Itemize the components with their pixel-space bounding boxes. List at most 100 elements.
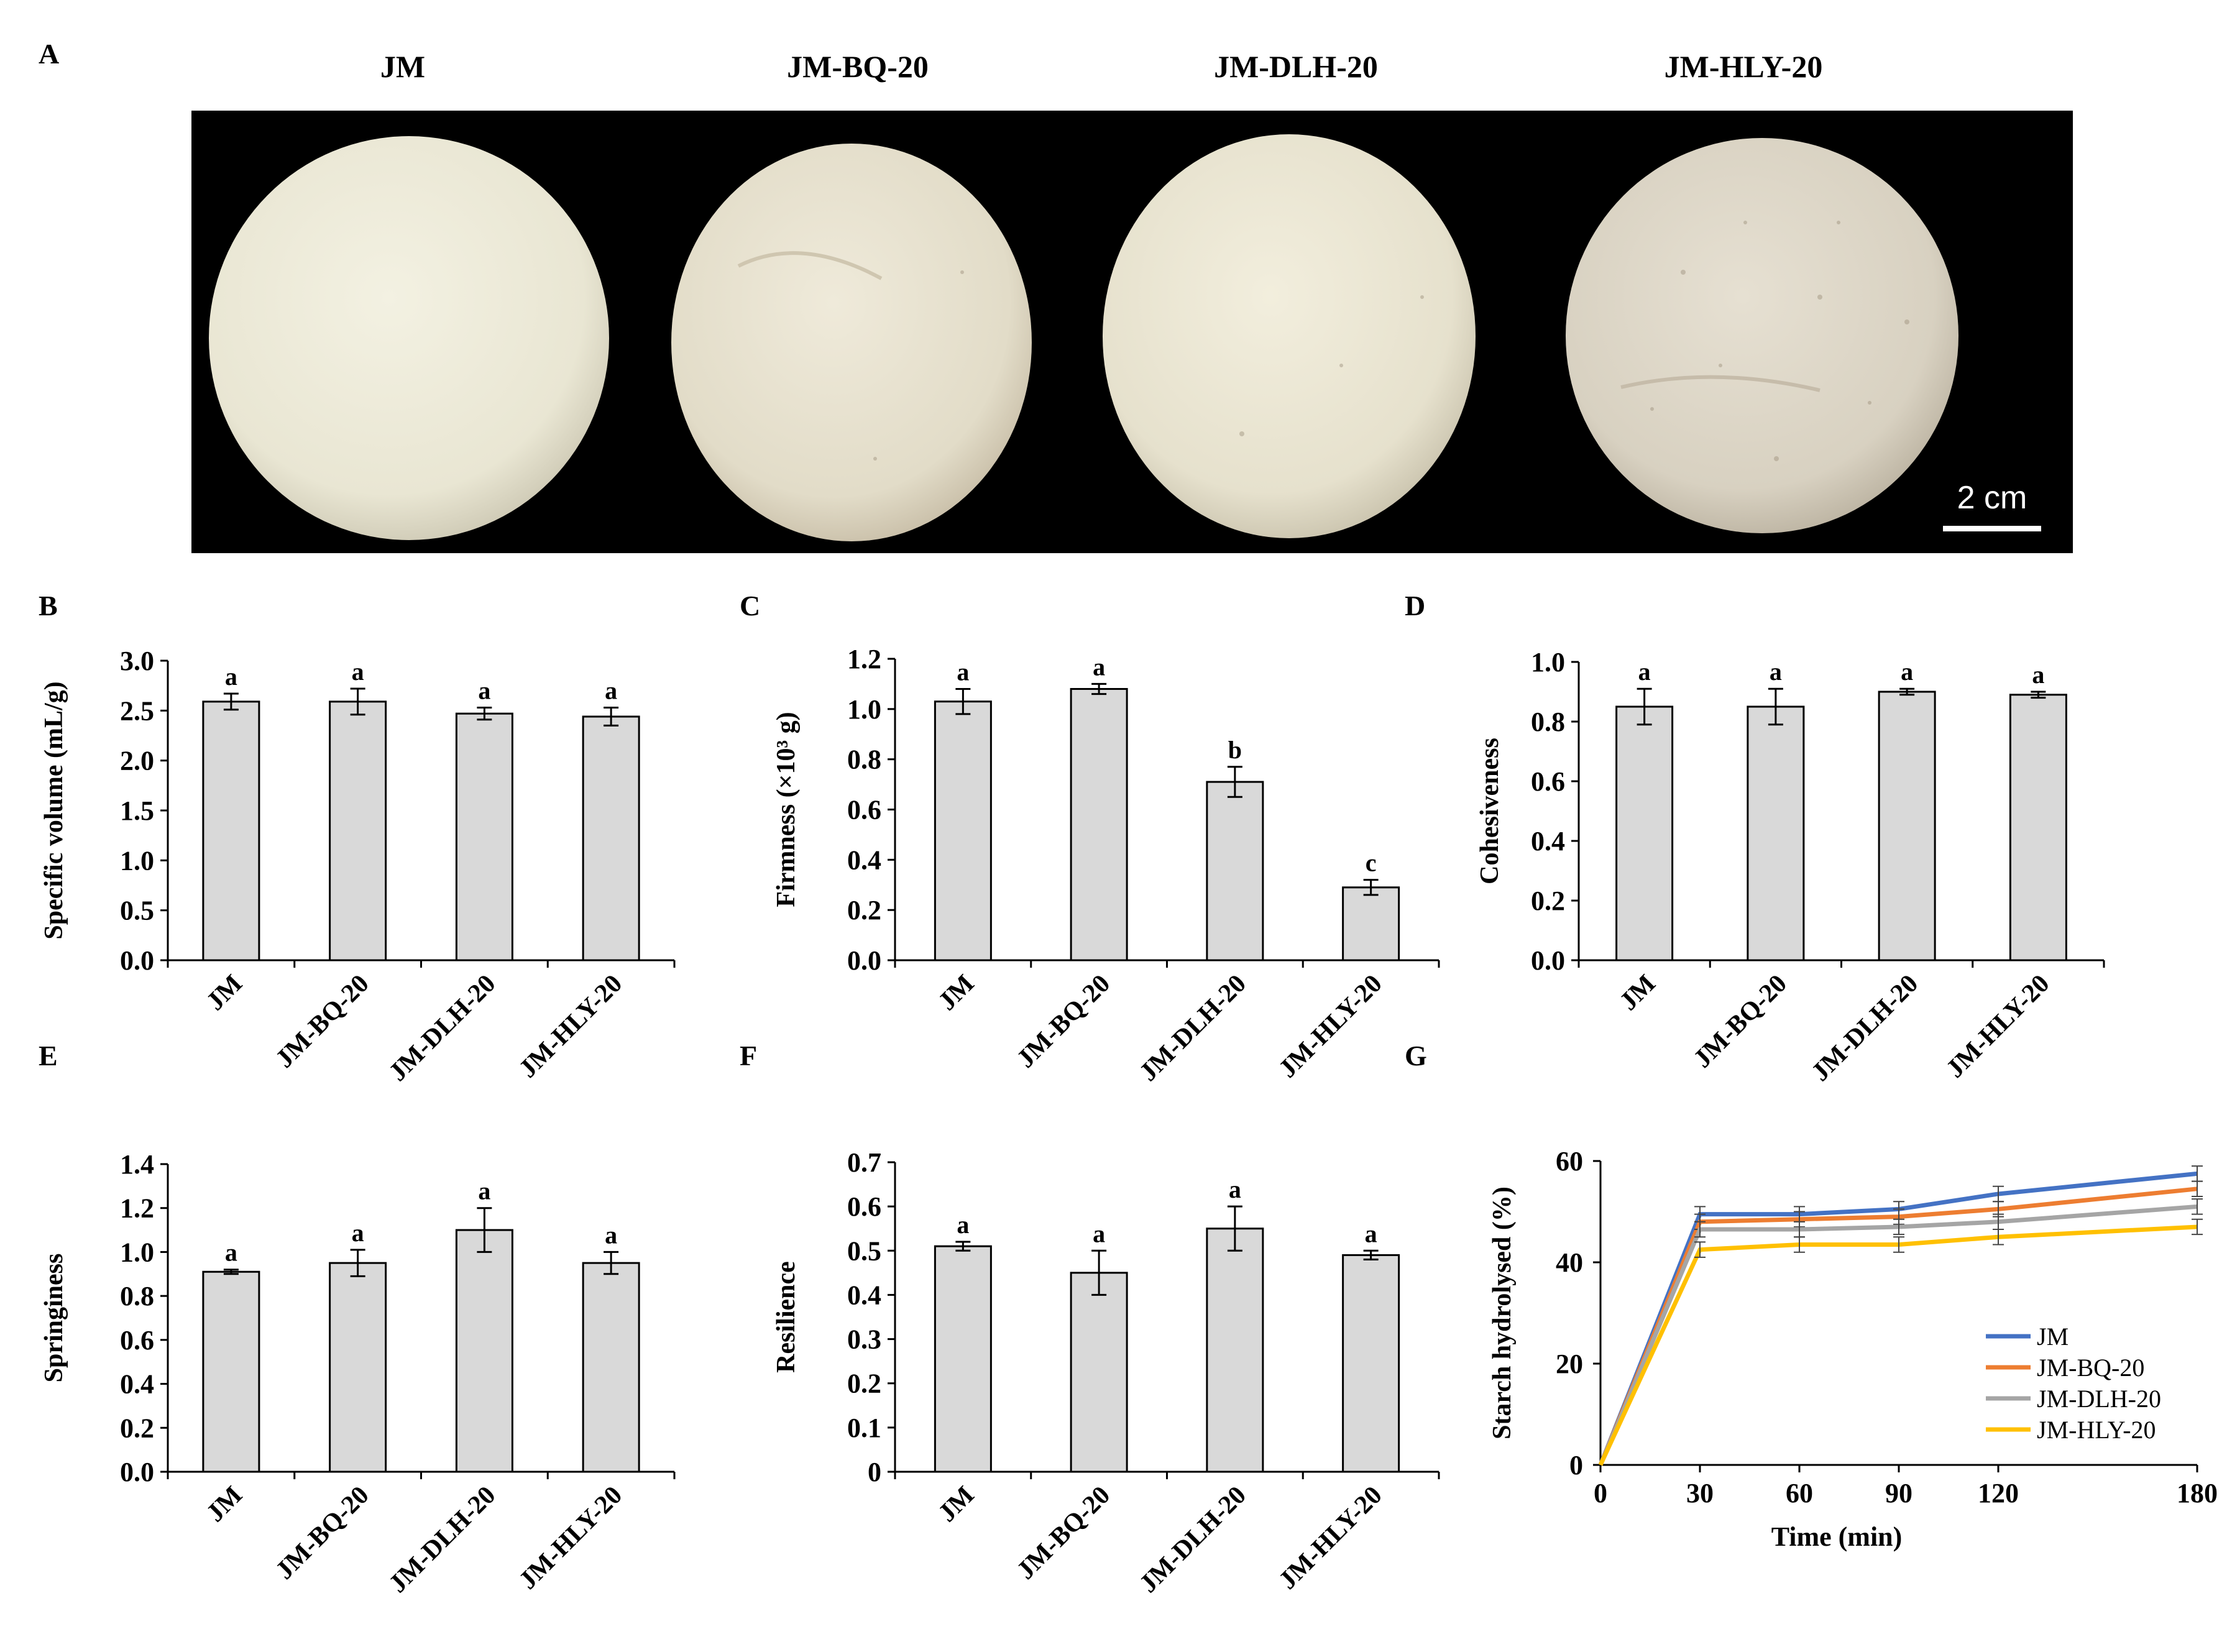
bar (1747, 705, 1805, 961)
y-tick-label: 0.8 (120, 1281, 154, 1311)
x-tick-label: JM-BQ-20 (1011, 1481, 1116, 1585)
y-tick-label: 0.5 (847, 1236, 881, 1266)
bun-jm-bq-20 (671, 144, 1032, 541)
bar (1878, 691, 1936, 961)
y-tick-label: 40 (1556, 1247, 1583, 1278)
significance-letter: a (225, 1239, 237, 1267)
y-tick-label: 0.6 (847, 1191, 881, 1222)
bun-speckles (873, 221, 1909, 461)
bun-jm (209, 136, 609, 540)
x-tick-label: JM-DLH-20 (1134, 970, 1252, 1087)
x-tick-label: JM-DLH-20 (1806, 970, 1924, 1087)
bar (934, 700, 992, 961)
significance-letter: a (352, 1219, 364, 1247)
chart-panel-g: 0 20 40 60 0 30 60 90 120 180 Time (min) Starch hyd… (1488, 1146, 2218, 1552)
x-axis-label: Time (min) (1771, 1521, 1903, 1552)
significance-letter: b (1228, 736, 1242, 764)
significance-letter: a (1638, 658, 1651, 686)
y-tick-label: 1.2 (120, 1193, 154, 1224)
panel-letter-g: G (1405, 1040, 1427, 1072)
x-tick-label: JM (201, 970, 248, 1016)
significance-letter: a (2032, 661, 2044, 689)
y-tick-label: 2.0 (120, 746, 154, 776)
y-tick-label: 1.0 (120, 1237, 154, 1267)
y-tick-label: 60 (1556, 1146, 1583, 1177)
bun-wrinkle (737, 251, 883, 280)
y-tick-label: 1.0 (120, 845, 154, 876)
significance-letter: a (957, 658, 969, 686)
significance-letter: a (1229, 1175, 1241, 1203)
y-tick-label: 0 (868, 1457, 881, 1487)
y-tick-label: 0.2 (120, 1413, 154, 1443)
series-line (1598, 1171, 2198, 1466)
y-tick-label: 0.2 (847, 1369, 881, 1399)
x-tick-label: 120 (1978, 1478, 2019, 1508)
significance-letter: a (1093, 653, 1105, 681)
x-tick-label: 60 (1786, 1478, 1813, 1508)
significance-letter: a (1901, 658, 1913, 686)
y-tick-label: 0.4 (1531, 826, 1565, 856)
y-tick-label: 0.5 (120, 896, 154, 926)
panel-letter-d: D (1405, 590, 1426, 622)
bar (202, 700, 260, 961)
y-tick-label: 1.0 (847, 694, 881, 725)
y-tick-label: 0.6 (1531, 766, 1565, 797)
panel-letter-f: F (740, 1040, 758, 1072)
bar (455, 1229, 513, 1473)
y-tick-label: 0.2 (1531, 886, 1565, 916)
series-line (1598, 1224, 2198, 1466)
x-tick-label: JM-HLY-20 (1274, 1481, 1388, 1595)
significance-letter: a (352, 658, 364, 686)
y-tick-label: 1.0 (1531, 647, 1565, 677)
y-tick-label: 1.5 (120, 796, 154, 826)
y-tick-label: 0.1 (847, 1413, 881, 1443)
y-axis-label: Resilience (772, 1261, 801, 1373)
bar (1070, 688, 1128, 961)
bar (1615, 705, 1674, 961)
significance-letter: a (605, 1221, 617, 1249)
steamed-bun-photo: 2 cm (191, 111, 2073, 553)
y-tick-label: 2.5 (120, 695, 154, 726)
x-tick-label: 90 (1885, 1478, 1912, 1508)
chart-panel-e: 0.0 0.2 0.4 0.6 0.8 1.0 1.2 1.4 Springiness a JM a J… (40, 1149, 676, 1599)
y-tick-label: 0.3 (847, 1324, 881, 1355)
x-tick-label: JM-HLY-20 (513, 1481, 628, 1595)
legend-label: JM-HLY-20 (2037, 1416, 2156, 1444)
bar (2009, 694, 2067, 961)
panel-letter-c: C (740, 590, 761, 622)
y-tick-label: 0 (1569, 1450, 1583, 1480)
y-tick-label: 0.4 (120, 1369, 154, 1400)
y-tick-label: 0.6 (847, 795, 881, 825)
chart-panel-c: 0.0 0.2 0.4 0.6 0.8 1.0 1.2 Firmness (×10³ g) a J… (772, 644, 1440, 1087)
y-tick-label: 0.0 (1531, 945, 1565, 976)
x-tick-label: JM-BQ-20 (1688, 970, 1793, 1074)
x-tick-label: JM-DLH-20 (383, 1481, 501, 1599)
y-tick-label: 3.0 (120, 646, 154, 676)
legend-label: JM-DLH-20 (2037, 1385, 2161, 1413)
bar (455, 712, 513, 961)
legend-label: JM (2037, 1323, 2069, 1351)
bar (1342, 1254, 1400, 1473)
y-tick-label: 0.4 (847, 845, 881, 875)
bar (1070, 1272, 1128, 1473)
y-tick-label: 0.6 (120, 1325, 154, 1356)
y-axis-label: Cohesiveness (1476, 738, 1504, 884)
series-line (1598, 1186, 2198, 1466)
panel-letter-b: B (39, 590, 58, 622)
bun-wrinkle (1620, 375, 1821, 392)
x-tick-label: JM-BQ-20 (270, 970, 375, 1074)
significance-letter: a (225, 663, 237, 691)
photo-label-jm-hly-20: JM-HLY-20 (1664, 49, 1823, 84)
chart-panel-f: 0 0.1 0.2 0.3 0.4 0.5 0.6 0.7 Resilience a JM a JM-B… (772, 1147, 1440, 1599)
bar (1206, 781, 1264, 961)
bar (582, 715, 640, 961)
y-tick-label: 1.4 (120, 1149, 154, 1180)
y-tick-label: 0.8 (847, 745, 881, 775)
significance-letter: a (957, 1211, 969, 1239)
y-tick-label: 0.0 (120, 1457, 154, 1487)
photo-label-jm-dlh-20: JM-DLH-20 (1214, 49, 1378, 84)
y-tick-label: 0.7 (847, 1147, 881, 1178)
y-axis-label: Firmness (×10³ g) (772, 712, 801, 907)
chart-panel-d: 0.0 0.2 0.4 0.6 0.8 1.0 Cohesiveness a JM a JM-BQ-… (1476, 647, 2105, 1087)
x-tick-label: JM-DLH-20 (1134, 1481, 1252, 1599)
